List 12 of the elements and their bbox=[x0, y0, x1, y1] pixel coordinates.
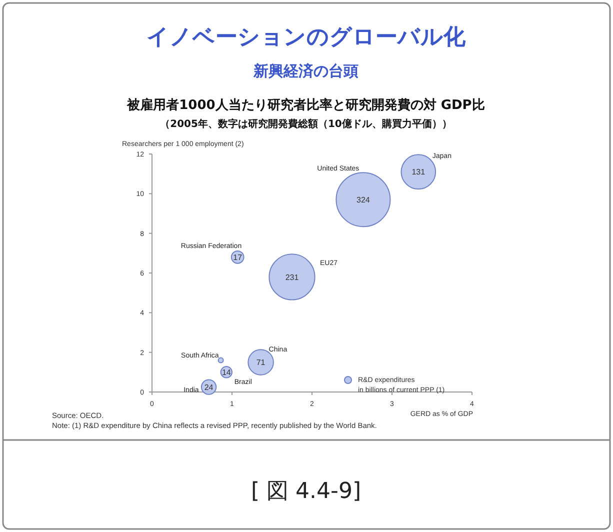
data-label: 24 bbox=[204, 382, 214, 392]
chart-subtitle: （2005年、数字は研究開発費総額（10億ドル、購買力平価）） bbox=[160, 118, 452, 130]
text: 新興経済の台頭 bbox=[252, 62, 358, 80]
chart-title: 被雇用者1000人当たり研究者比率と研究開発費の対 GDP比 bbox=[126, 97, 485, 113]
text: [ 図 4.4-9] bbox=[250, 479, 362, 504]
data-label: 14 bbox=[222, 368, 232, 377]
data-label: 131 bbox=[412, 168, 426, 177]
text: イノベーションのグローバル化 bbox=[146, 25, 466, 50]
data-label: 71 bbox=[256, 358, 266, 368]
data-label: 324 bbox=[356, 195, 370, 204]
data-label: 17 bbox=[233, 252, 243, 262]
data-label: 231 bbox=[285, 272, 300, 282]
